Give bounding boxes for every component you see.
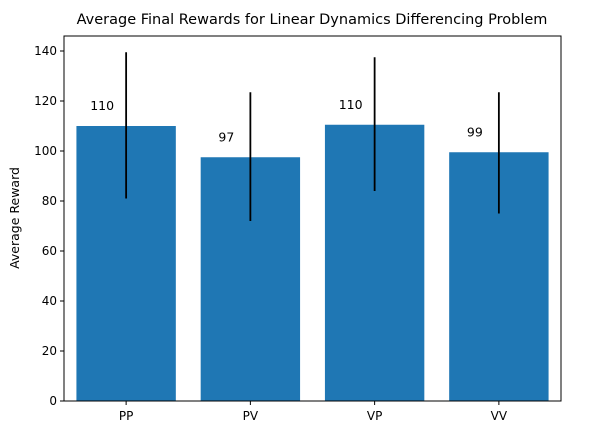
y-tick-label: 120 xyxy=(34,94,57,108)
axes-frame xyxy=(63,35,562,402)
plot-area: 110 97 110 99 0 20 40 60 80 100 120 140 PP PV VP VV xyxy=(34,35,562,423)
y-tick-label: 20 xyxy=(42,344,57,358)
data-label-vv: 99 xyxy=(467,124,483,139)
x-tick-label: PP xyxy=(119,409,133,423)
y-tick-label: 60 xyxy=(42,244,57,258)
y-tick-label: 80 xyxy=(42,194,57,208)
y-tick-label: 100 xyxy=(34,144,57,158)
x-tick-label: VP xyxy=(367,409,382,423)
y-tick-label: 0 xyxy=(49,394,57,408)
x-tick-label: PV xyxy=(243,409,259,423)
x-tick-label: VV xyxy=(491,409,508,423)
data-label-vp: 110 xyxy=(339,97,363,112)
y-axis-label: Average Reward xyxy=(7,167,22,269)
data-label-pp: 110 xyxy=(90,98,114,113)
data-label-pv: 97 xyxy=(218,129,234,144)
y-tick-label: 40 xyxy=(42,294,57,308)
chart-title: Average Final Rewards for Linear Dynamic… xyxy=(77,12,548,28)
y-tick-label: 140 xyxy=(34,44,57,58)
